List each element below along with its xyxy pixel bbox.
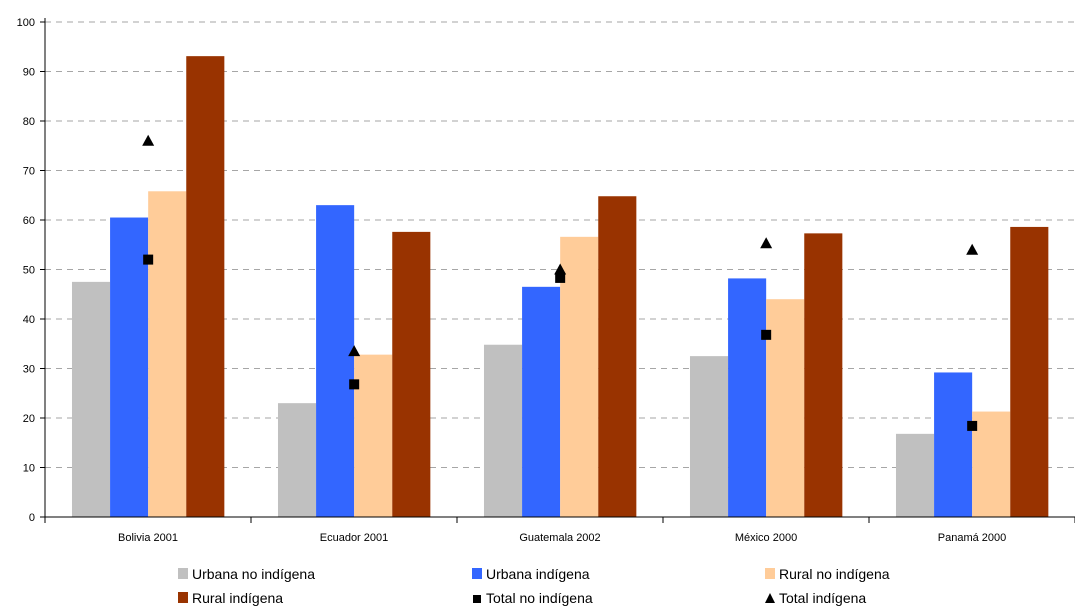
marker-total-no-indigena (761, 329, 772, 340)
legend-item-total-indigena: Total indígena (765, 590, 866, 606)
bar-rural-no-indigena (972, 411, 1011, 517)
bar-urbana-indigena (110, 217, 149, 517)
legend-item-urbana-indigena: Urbana indígena (472, 566, 590, 582)
legend-swatch (765, 568, 775, 579)
bars (71, 56, 1049, 518)
category-label: Ecuador 2001 (320, 532, 389, 544)
bar-rural-no-indigena (148, 191, 187, 518)
legend-swatch (472, 568, 482, 579)
y-tick-label: 70 (23, 166, 35, 178)
marker-total-indigena (348, 345, 361, 357)
legend-label: Total indígena (779, 590, 866, 606)
y-tick-label: 10 (23, 463, 35, 475)
legend-item-rural-no-indigena: Rural no indígena (765, 566, 890, 582)
bar-urbana-no-indigena (277, 403, 317, 517)
legend-label: Urbana no indígena (192, 566, 315, 582)
legend-label: Total no indígena (486, 590, 593, 606)
y-tick-label: 0 (29, 512, 35, 524)
y-tick-label: 80 (23, 116, 35, 128)
legend: Urbana no indígena Urbana indígena Rural n… (178, 566, 890, 606)
y-tick-label: 90 (23, 67, 35, 79)
bar-urbana-no-indigena (689, 356, 729, 517)
bar-urbana-no-indigena (895, 433, 935, 517)
legend-label: Rural no indígena (779, 566, 890, 582)
y-tick-label: 60 (23, 215, 35, 227)
legend-item-rural-indigena: Rural indígena (178, 590, 283, 606)
y-tick-label: 50 (23, 265, 35, 277)
marker-total-no-indigena (349, 379, 360, 390)
legend-swatch (473, 595, 481, 603)
y-tick-label: 20 (23, 413, 35, 425)
marker-total-indigena (760, 237, 773, 249)
bar-rural-indigena (186, 56, 225, 517)
bar-urbana-indigena (522, 286, 561, 517)
legend-swatch (765, 593, 775, 603)
category-label: Panamá 2000 (938, 532, 1007, 544)
marker-total-no-indigena (555, 272, 566, 283)
bar-rural-no-indigena (560, 236, 599, 517)
bar-rural-no-indigena (354, 354, 393, 517)
bar-urbana-indigena (934, 372, 973, 517)
legend-label: Rural indígena (192, 590, 283, 606)
category-label: México 2000 (735, 532, 797, 544)
legend-swatch (178, 592, 188, 603)
legend-label: Urbana indígena (486, 566, 590, 582)
y-axis: 0 10 20 30 40 50 60 70 80 90 100 (17, 17, 46, 524)
legend-swatch (178, 568, 188, 579)
bar-urbana-indigena (316, 205, 355, 517)
marker-total-indigena (966, 243, 979, 255)
bar-rural-indigena (804, 233, 843, 518)
bar-urbana-no-indigena (71, 281, 111, 517)
marker-total-indigena (554, 263, 567, 275)
bar-rural-indigena (598, 196, 637, 518)
markers (142, 134, 979, 431)
legend-item-total-no-indigena: Total no indígena (473, 590, 593, 606)
bar-urbana-no-indigena (483, 344, 523, 517)
marker-total-no-indigena (967, 420, 978, 431)
bar-rural-indigena (392, 231, 431, 517)
marker-total-indigena (142, 134, 155, 146)
bar-urbana-indigena (728, 278, 767, 517)
legend-item-urbana-no-indigena: Urbana no indígena (178, 566, 315, 582)
category-label: Guatemala 2002 (519, 532, 600, 544)
y-tick-label: 40 (23, 314, 35, 326)
marker-total-no-indigena (143, 254, 154, 265)
y-tick-label: 100 (17, 17, 35, 29)
y-tick-label: 30 (23, 364, 35, 376)
bar-rural-no-indigena (766, 299, 805, 517)
x-axis: Bolivia 2001 Ecuador 2001 Guatemala 2002 Mé… (44, 516, 1075, 544)
category-label: Bolivia 2001 (118, 532, 178, 544)
bar-rural-indigena (1010, 226, 1049, 517)
